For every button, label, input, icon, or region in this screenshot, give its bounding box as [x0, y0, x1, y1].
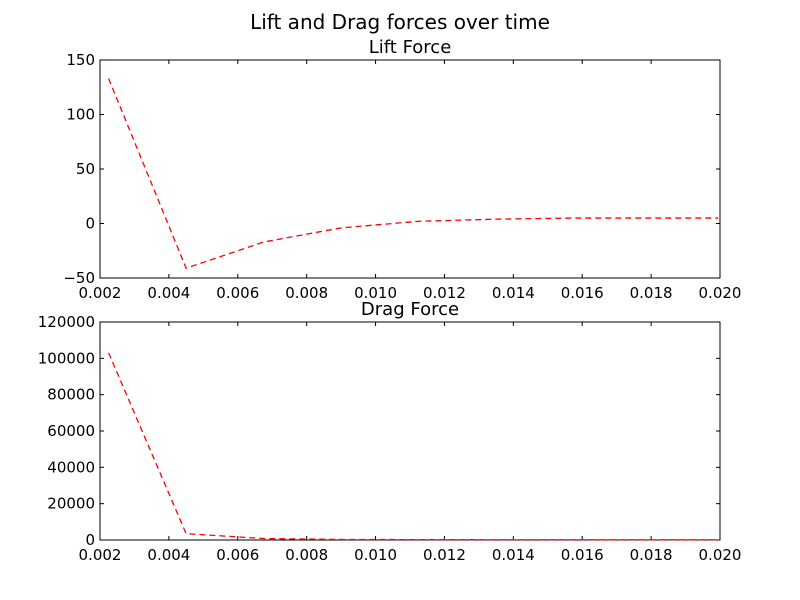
drag-xtick-label: 0.016: [561, 546, 604, 564]
drag-xtick-label: 0.020: [699, 546, 742, 564]
lift-xtick-label: 0.018: [630, 284, 673, 302]
drag-ytick-label: 120000: [38, 313, 95, 331]
drag-xtick-label: 0.010: [354, 546, 397, 564]
drag-xtick-label: 0.006: [216, 546, 259, 564]
drag-xtick-label: 0.014: [492, 546, 535, 564]
lift-ticks: 0.002 0.004 0.006 0.008 0.010 0.012 0.014 0.016…: [63, 51, 741, 302]
drag-plot-area: [99, 321, 721, 541]
drag-force-chart: Drag Force 0.002 0.004 0.006 0.008 0.010 0.01…: [38, 299, 742, 564]
lift-xtick-label: 0.016: [561, 284, 604, 302]
drag-xtick-label: 0.008: [285, 546, 328, 564]
drag-ytick-label: 80000: [47, 386, 95, 404]
lift-xtick-label: 0.010: [354, 284, 397, 302]
lift-ytick-label: −50: [63, 269, 95, 287]
drag-series: [108, 352, 719, 541]
lift-force-chart: Lift Force 0.002 0.004 0.006 0.008 0.010 0.01…: [63, 37, 741, 302]
drag-series-line: [108, 352, 719, 541]
lift-ytick-label: 100: [66, 106, 95, 124]
drag-ytick-label: 60000: [47, 422, 95, 440]
lift-ytick-label: 0: [85, 215, 95, 233]
drag-ticks: 0.002 0.004 0.006 0.008 0.010 0.012 0.014 0.016…: [38, 313, 742, 564]
lift-xtick-label: 0.014: [492, 284, 535, 302]
lift-xtick-label: 0.004: [147, 284, 190, 302]
lift-series: [108, 78, 719, 270]
lift-plot-area: [99, 59, 721, 279]
lift-ytick-label: 150: [66, 51, 95, 69]
lift-ytick-label: 50: [76, 160, 95, 178]
lift-chart-title: Lift Force: [369, 37, 452, 58]
drag-ytick-label: 0: [85, 531, 95, 549]
drag-xtick-label: 0.018: [630, 546, 673, 564]
lift-series-line: [108, 78, 719, 270]
figure-title: Lift and Drag forces over time: [250, 10, 550, 34]
lift-xtick-label: 0.002: [79, 284, 122, 302]
drag-xtick-label: 0.012: [423, 546, 466, 564]
lift-xtick-label: 0.006: [216, 284, 259, 302]
lift-xtick-label: 0.020: [699, 284, 742, 302]
drag-ytick-label: 20000: [47, 495, 95, 513]
drag-ytick-label: 100000: [38, 349, 95, 367]
drag-xtick-label: 0.004: [147, 546, 190, 564]
drag-xtick-label: 0.002: [79, 546, 122, 564]
drag-ytick-label: 40000: [47, 458, 95, 476]
lift-xtick-label: 0.008: [285, 284, 328, 302]
lift-xtick-label: 0.012: [423, 284, 466, 302]
drag-chart-title: Drag Force: [361, 299, 459, 320]
